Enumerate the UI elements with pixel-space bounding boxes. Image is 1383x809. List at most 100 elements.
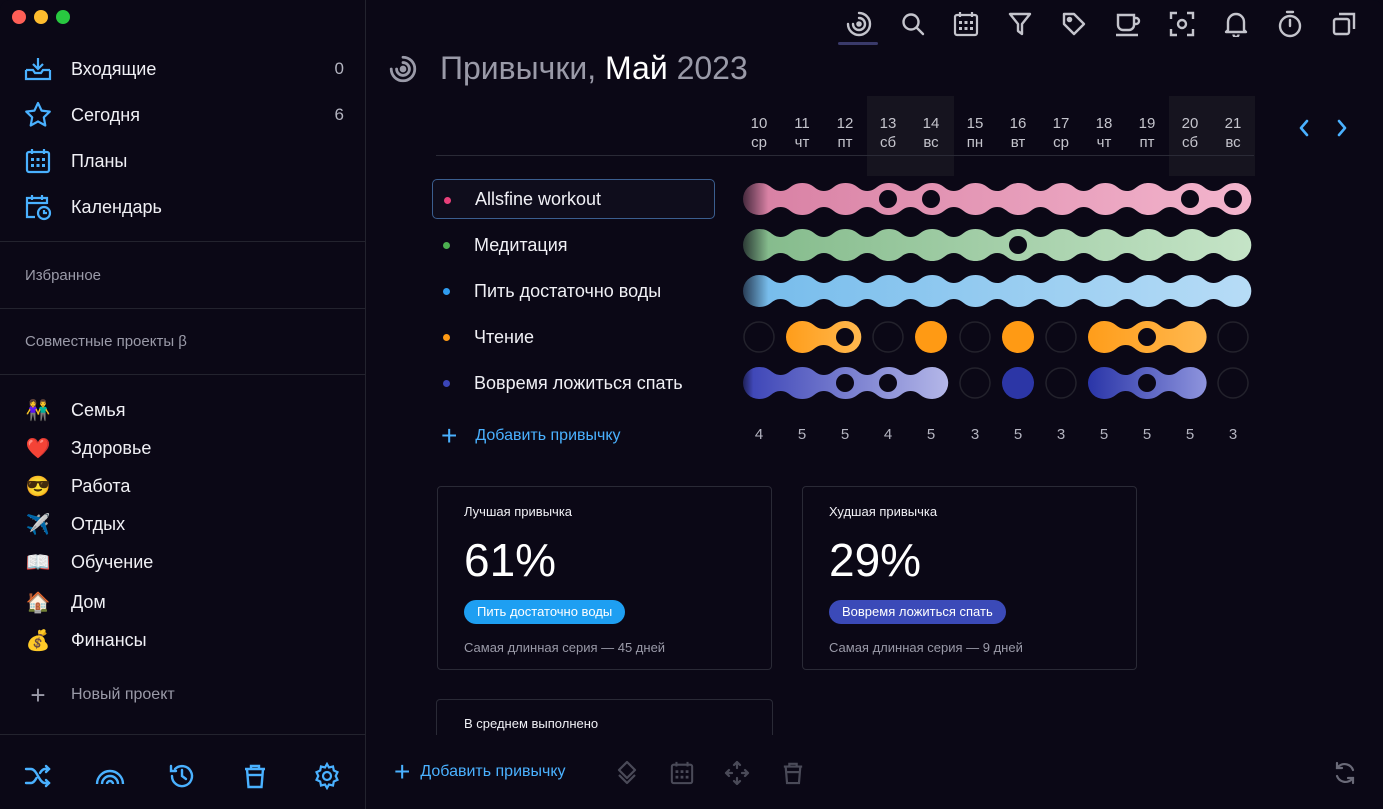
priority-icon[interactable] [612,759,642,787]
day-of-week: сб [879,134,897,151]
day-number: 11 [794,115,810,132]
day-header: 15 пн [955,114,995,152]
day-header: 14 вс [911,114,951,152]
project-item[interactable]: 😎 Работа [24,470,131,502]
project-item[interactable]: ✈️ Отдых [24,508,126,540]
day-count: 5 [1013,426,1023,443]
habit-row[interactable]: Медитация [432,225,715,265]
day-header: 19 пт [1127,114,1167,152]
minimize-window-button[interactable] [34,10,48,24]
day-of-week: ср [751,134,767,151]
project-item[interactable]: 🏠 Дом [24,586,106,618]
trash-icon[interactable] [778,759,808,787]
coffee-icon[interactable] [1111,6,1145,42]
search-icon[interactable] [896,6,930,42]
sync-icon[interactable] [1330,759,1360,787]
star-icon [24,101,52,129]
weekend-column [1169,96,1255,176]
trash-icon[interactable] [240,761,270,791]
day-of-week: вс [923,134,939,151]
filter-icon[interactable] [1003,6,1037,42]
project-item[interactable]: ❤️ Здоровье [24,432,152,464]
day-header: 10 ср [739,114,779,152]
habits-icon[interactable] [842,6,876,42]
habit-row[interactable]: Пить достаточно воды [432,271,715,311]
sunglasses-emoji-icon: 😎 [25,475,51,498]
day-of-week: пт [1139,134,1155,151]
habit-name: Вовремя ложиться спать [474,372,683,393]
heart-emoji-icon: ❤️ [25,437,51,460]
day-of-week: вт [1010,134,1026,151]
habit-color-dot [443,334,450,341]
sidebar-item-today[interactable]: Сегодня 6 [24,97,344,133]
sidebar-item-label: Входящие [71,58,157,79]
skipped-day-marker [836,374,854,392]
windows-icon[interactable] [1327,6,1361,42]
chevron-left-icon[interactable] [1294,116,1314,140]
day-count: 4 [754,426,764,443]
shuffle-icon[interactable] [23,761,53,791]
settings-icon[interactable] [312,761,342,791]
best-habit-card[interactable]: Лучшая привычка 61% Пить достаточно воды… [437,486,772,670]
worst-habit-card[interactable]: Худшая привычка 29% Вовремя ложиться спа… [802,486,1137,670]
focus-icon[interactable] [1165,6,1199,42]
day-number: 13 [879,115,897,132]
footer-add-label: Добавить привычку [420,763,566,780]
plus-icon: + [441,420,458,451]
sidebar: Входящие 0 Сегодня 6 Планы Календарь Изб… [0,0,366,809]
project-item[interactable]: 👫 Семья [24,394,126,426]
favorites-section[interactable]: Избранное [25,267,102,284]
habit-row[interactable]: Вовремя ложиться спать [432,363,715,403]
skipped-day-marker [922,190,940,208]
move-icon[interactable] [722,759,752,787]
day-number: 12 [836,115,854,132]
sidebar-item-count: 0 [334,59,344,78]
day-count: 3 [1228,426,1238,443]
calendar-grid-icon [24,147,52,175]
page-title: Привычки, Май 2023 [440,50,748,87]
project-label: Здоровье [71,437,152,458]
habit-row[interactable]: Чтение [432,317,715,357]
day-count: 5 [1185,426,1195,443]
card-streak: Самая длинная серия — 9 дней [829,640,1023,655]
calendar-icon[interactable] [667,759,697,787]
habits-title-icon [388,54,418,84]
skipped-day-marker [836,328,854,346]
day-number: 10 [750,115,768,132]
new-project-button[interactable]: + Новый проект [24,682,174,708]
empty-day-circle [1045,321,1077,353]
habit-name: Медитация [474,234,568,255]
project-item[interactable]: 📖 Обучение [24,546,154,578]
chevron-right-icon[interactable] [1332,116,1352,140]
history-icon[interactable] [167,761,197,791]
footer-add-habit-button[interactable]: + Добавить привычку [394,758,566,786]
empty-day-circle [1217,321,1249,353]
sidebar-item-calendar[interactable]: Календарь [24,189,344,225]
project-label: Финансы [71,629,147,650]
timer-icon[interactable] [1273,6,1307,42]
habit-row[interactable]: Allsfine workout [432,179,715,219]
sidebar-item-plans[interactable]: Планы [24,143,344,179]
zoom-window-button[interactable] [56,10,70,24]
sidebar-item-label: Планы [71,150,128,171]
header-divider [436,155,1254,156]
add-habit-button[interactable]: + Добавить привычку [441,420,621,451]
tag-icon[interactable] [1057,6,1091,42]
title-year: 2023 [676,50,748,86]
average-card[interactable]: В среднем выполнено [436,699,773,739]
habit-badge: Пить достаточно воды [464,600,626,624]
project-item[interactable]: 💰 Финансы [24,624,147,656]
calendar-icon[interactable] [949,6,983,42]
sidebar-item-label: Сегодня [71,104,140,125]
close-window-button[interactable] [12,10,26,24]
house-emoji-icon: 🏠 [25,591,51,614]
sidebar-item-inbox[interactable]: Входящие 0 [24,51,344,87]
day-number: 17 [1052,115,1070,132]
day-count: 5 [1099,426,1109,443]
rainbow-icon[interactable] [95,761,125,791]
shared-projects-section[interactable]: Совместные проекты β [25,333,187,350]
bell-icon[interactable] [1219,6,1253,42]
day-of-week: чт [1096,134,1112,151]
empty-day-circle [872,321,904,353]
